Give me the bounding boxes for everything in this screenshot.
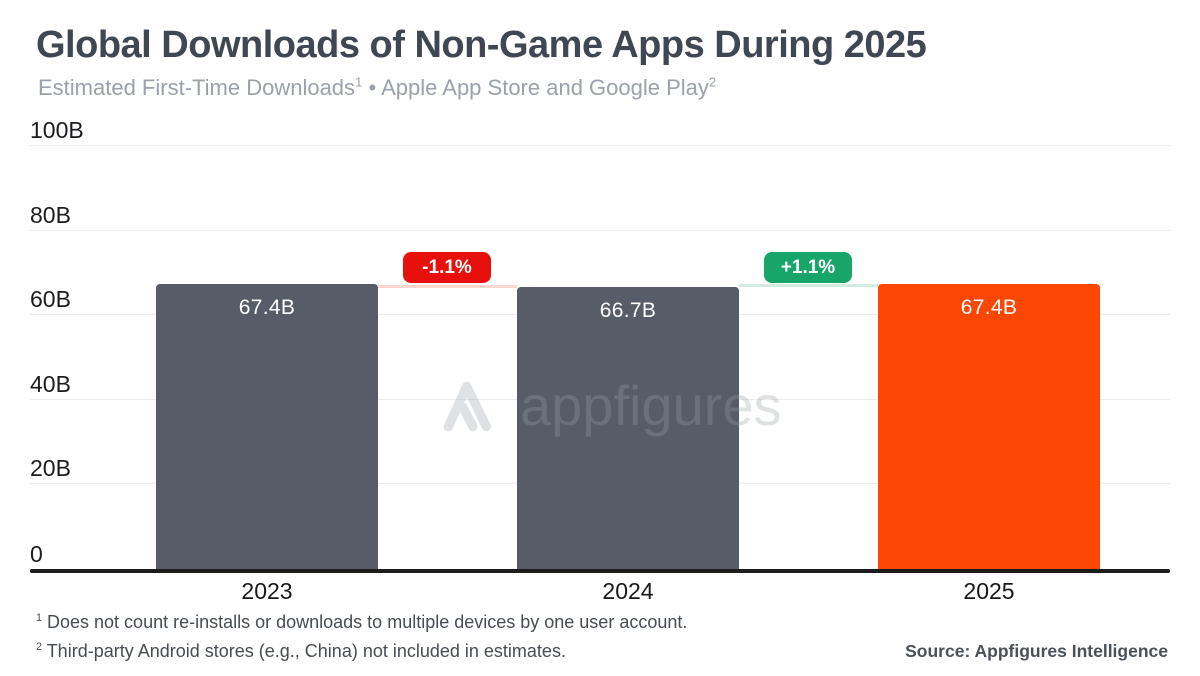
x-axis-label-2023: 2023 [241, 578, 293, 604]
bar-2023: 67.4B [156, 284, 378, 569]
appfigures-logo-icon [440, 374, 506, 441]
y-axis-tick-0: 0 [30, 541, 43, 567]
x-axis-label-2025: 2025 [963, 578, 1015, 604]
gridline-80b [30, 230, 1170, 231]
subtitle-text-1: Estimated First-Time Downloads [38, 75, 356, 100]
change-connector-line-2024-2025 [739, 284, 878, 287]
y-axis-tick-40b: 40B [30, 371, 71, 397]
bar-2024: 66.7B [517, 287, 739, 569]
subtitle-text-2: • Apple App Store and Google Play [362, 75, 709, 100]
subtitle-footnote-ref-1: 1 [355, 74, 363, 90]
chart-title: Global Downloads of Non-Game Apps During… [36, 24, 927, 66]
change-badge-positive: +1.1% [764, 252, 852, 283]
y-axis-tick-20b: 20B [30, 455, 71, 481]
y-axis-tick-100b: 100B [30, 117, 84, 143]
footnote-1-text: Does not count re-installs or downloads … [42, 612, 688, 632]
x-axis-label-2024: 2024 [602, 578, 654, 604]
chart-subtitle: Estimated First-Time Downloads1 • Apple … [38, 74, 717, 100]
change-connector-line-2023-2024 [378, 285, 517, 288]
y-axis-tick-60b: 60B [30, 286, 71, 312]
gridline-100b [30, 145, 1170, 146]
x-axis-baseline [30, 569, 1170, 573]
footnote-2-text: Third-party Android stores (e.g., China)… [42, 641, 566, 661]
bar-2024-value-label: 66.7B [599, 299, 657, 322]
bar-2023-value-label: 67.4B [238, 296, 296, 319]
footnote-1: 1 Does not count re-installs or download… [36, 613, 687, 631]
footnote-2: 2 Third-party Android stores (e.g., Chin… [36, 642, 566, 660]
footnote-2-marker: 2 [36, 641, 43, 653]
footnote-1-marker: 1 [36, 612, 43, 624]
bar-2025-value-label: 67.4B [960, 296, 1018, 319]
subtitle-footnote-ref-2: 2 [708, 74, 717, 90]
y-axis-tick-80b: 80B [30, 202, 71, 228]
bar-2025: 67.4B [878, 284, 1100, 569]
source-attribution: Source: Appfigures Intelligence [905, 641, 1168, 661]
change-badge-negative: -1.1% [403, 252, 491, 283]
